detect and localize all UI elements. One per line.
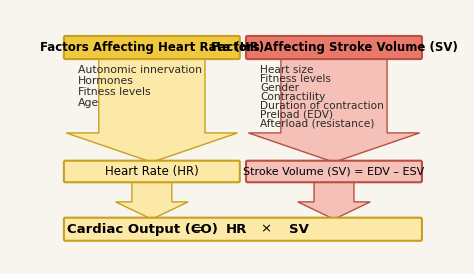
Text: Factors Affecting Stroke Volume (SV): Factors Affecting Stroke Volume (SV) — [210, 41, 457, 54]
FancyBboxPatch shape — [64, 161, 240, 182]
Text: Contractility: Contractility — [260, 92, 325, 102]
Polygon shape — [116, 181, 188, 219]
Text: Duration of contraction: Duration of contraction — [260, 101, 384, 111]
FancyBboxPatch shape — [246, 36, 422, 59]
Text: Hormones: Hormones — [78, 76, 134, 86]
FancyBboxPatch shape — [64, 218, 422, 241]
Text: Fitness levels: Fitness levels — [260, 74, 331, 84]
Text: Factors Affecting Heart Rate (HR): Factors Affecting Heart Rate (HR) — [40, 41, 264, 54]
Text: Age: Age — [78, 98, 99, 108]
Text: Fitness levels: Fitness levels — [78, 87, 150, 97]
Text: Heart size: Heart size — [260, 65, 313, 75]
FancyBboxPatch shape — [64, 36, 240, 59]
FancyBboxPatch shape — [246, 161, 422, 182]
Text: Gender: Gender — [260, 83, 299, 93]
Text: SV: SV — [289, 223, 309, 236]
Text: =: = — [192, 223, 203, 236]
Text: ×: × — [261, 223, 272, 236]
Text: Preload (EDV): Preload (EDV) — [260, 110, 333, 119]
Text: Cardiac Output (CO): Cardiac Output (CO) — [67, 223, 218, 236]
Text: Autonomic innervation: Autonomic innervation — [78, 65, 202, 75]
Polygon shape — [66, 58, 237, 162]
Text: Heart Rate (HR): Heart Rate (HR) — [105, 165, 199, 178]
Text: Afterload (resistance): Afterload (resistance) — [260, 118, 374, 128]
Text: Stroke Volume (SV) = EDV – ESV: Stroke Volume (SV) = EDV – ESV — [243, 167, 425, 176]
Text: HR: HR — [226, 223, 247, 236]
Polygon shape — [298, 181, 370, 219]
Polygon shape — [248, 58, 419, 162]
